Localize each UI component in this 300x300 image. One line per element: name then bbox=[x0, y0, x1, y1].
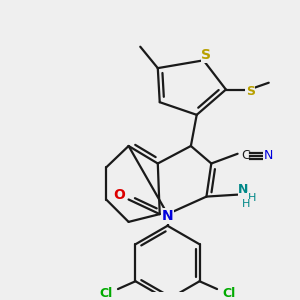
Text: N: N bbox=[264, 149, 273, 162]
Text: S: S bbox=[246, 85, 255, 98]
Text: Cl: Cl bbox=[100, 287, 113, 300]
Text: C: C bbox=[241, 149, 250, 162]
Text: Cl: Cl bbox=[222, 287, 236, 300]
Text: O: O bbox=[113, 188, 125, 202]
Text: S: S bbox=[201, 49, 212, 62]
Text: H: H bbox=[242, 200, 250, 209]
Text: H: H bbox=[248, 193, 256, 202]
Text: N: N bbox=[162, 209, 173, 223]
Text: N: N bbox=[238, 183, 249, 196]
